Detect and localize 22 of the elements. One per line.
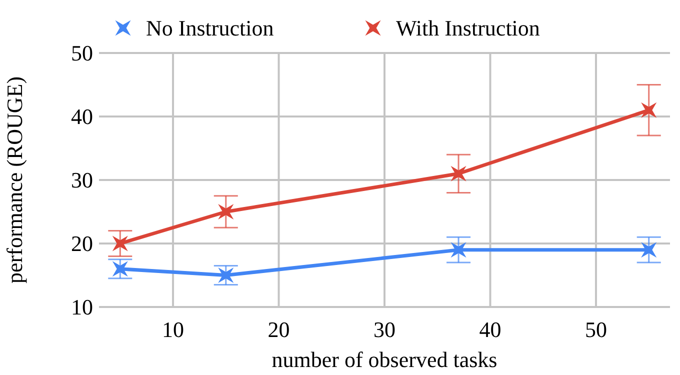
x-tick-label: 40 — [479, 317, 502, 342]
x-tick-label: 10 — [162, 317, 184, 342]
point — [641, 242, 657, 258]
point — [218, 204, 234, 220]
y-tick-label: 20 — [71, 231, 93, 256]
point — [112, 236, 128, 252]
y-tick-label: 10 — [71, 294, 93, 320]
point — [450, 242, 466, 258]
x-tick-label: 20 — [268, 317, 290, 342]
x-tick-label: 50 — [584, 317, 607, 342]
y-tick-label: 30 — [71, 168, 93, 193]
x-axis-title: number of observed tasks — [272, 347, 498, 372]
y-axis-title: performance (ROUGE) — [2, 76, 27, 284]
legend-label: No Instruction — [146, 16, 274, 41]
point — [641, 102, 657, 118]
y-tick-label: 50 — [71, 40, 93, 66]
point — [450, 166, 466, 182]
x-tick-label: 30 — [374, 317, 396, 342]
point — [112, 261, 128, 277]
point — [218, 267, 234, 284]
legend-label: With Instruction — [396, 16, 540, 41]
y-tick-label: 40 — [71, 104, 93, 130]
